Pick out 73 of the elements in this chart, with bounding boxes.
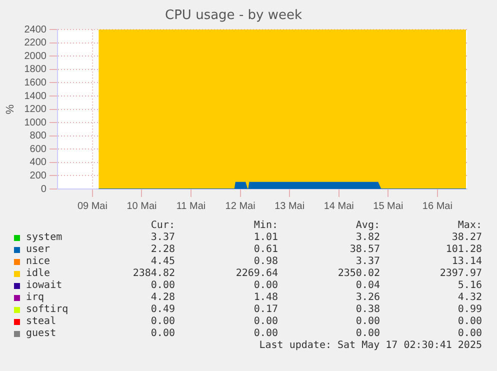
x-tick-label: 16 Mai	[422, 200, 452, 212]
x-tick-label: 10 Mai	[126, 200, 157, 212]
x-tick-label: 09 Mai	[77, 200, 108, 212]
text: Max:	[456, 220, 482, 232]
y-tick-label: 0	[40, 184, 47, 195]
text: 2350.02	[336, 268, 380, 280]
text: 13.14	[450, 256, 482, 268]
text: 3.37	[354, 256, 380, 268]
text: 0.00	[456, 316, 482, 328]
text: 0.00	[252, 280, 278, 292]
y-axis-title: %	[4, 104, 17, 114]
text: 101.28	[444, 244, 482, 256]
text: 3.82	[354, 232, 380, 244]
y-tick-label: 1800	[24, 64, 47, 76]
text: 0.00	[252, 328, 278, 340]
legend-label: irq	[26, 292, 44, 304]
legend-label: system	[26, 232, 62, 244]
text: 0.00	[252, 316, 278, 328]
y-tick-label: 600	[30, 144, 47, 155]
y-tick-label: 400	[30, 157, 47, 168]
text: 4.28	[150, 292, 175, 304]
text: 0.00	[456, 328, 482, 340]
y-tick-label: 1000	[24, 117, 47, 128]
text: 1.01	[252, 232, 278, 244]
text: 2.28	[150, 244, 175, 256]
text: 2384.82	[132, 268, 175, 280]
legend-label: iowait	[26, 280, 62, 292]
y-tick-label: 2200	[24, 38, 47, 49]
legend-label: user	[26, 244, 50, 256]
legend-label: guest	[26, 328, 56, 340]
x-tick-label: 11 Mai	[176, 200, 206, 212]
x-tick-label: 15 Mai	[373, 200, 404, 212]
text: Avg:	[354, 220, 380, 232]
text: 0.99	[456, 304, 482, 316]
text: 0.49	[150, 304, 175, 316]
text: 2269.64	[234, 268, 278, 280]
text: 2397.97	[438, 268, 482, 280]
legend-label: softirq	[26, 304, 68, 316]
legend-label: nice	[26, 256, 50, 268]
text: 38.57	[348, 244, 380, 256]
text: 0.98	[252, 256, 278, 268]
legend-label: steal	[26, 316, 56, 328]
text: 0.00	[150, 316, 175, 328]
text: 0.17	[252, 304, 278, 316]
y-tick-label: 2000	[24, 50, 47, 62]
x-tick-label: 12 Mai	[225, 200, 256, 212]
y-tick-label: 200	[30, 170, 47, 182]
chart-title: CPU usage - by week	[165, 8, 302, 24]
x-tick-label: 14 Mai	[324, 200, 354, 212]
y-tick-label: 1600	[24, 77, 47, 88]
text: 0.38	[354, 304, 380, 316]
text: 0.00	[150, 280, 175, 292]
text: 3.26	[354, 292, 380, 304]
text: 0.04	[354, 280, 380, 292]
text: Last update: Sat May 17 02:30:41 2025	[259, 340, 482, 352]
text: 1.48	[252, 292, 278, 304]
text: Cur:	[150, 220, 175, 232]
text: Min:	[252, 220, 278, 232]
text: 4.45	[150, 256, 175, 268]
y-tick-label: 1400	[24, 90, 47, 102]
text: 0.61	[252, 244, 278, 256]
text: 0.00	[150, 328, 175, 340]
text: 4.32	[456, 292, 482, 304]
text: 3.37	[150, 232, 175, 244]
text: 0.00	[354, 316, 380, 328]
y-tick-label: 1200	[24, 104, 47, 116]
text: 5.16	[456, 280, 482, 292]
x-tick-label: 13 Mai	[274, 200, 305, 212]
y-tick-label: 2400	[24, 24, 47, 36]
text: 0.00	[354, 328, 380, 340]
text: 38.27	[450, 232, 482, 244]
legend-label: idle	[26, 268, 50, 280]
y-tick-label: 800	[30, 130, 47, 142]
